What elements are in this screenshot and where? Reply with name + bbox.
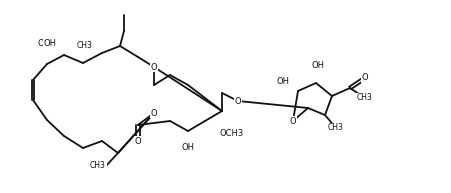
Text: O: O — [151, 63, 157, 71]
Text: O: O — [135, 136, 141, 146]
Text: O: O — [235, 96, 241, 106]
Text: OH: OH — [37, 38, 50, 47]
Text: OH: OH — [43, 38, 56, 47]
Text: O: O — [151, 108, 157, 118]
Text: OH: OH — [276, 76, 290, 85]
Text: CH3: CH3 — [357, 93, 373, 102]
Text: OCH3: OCH3 — [220, 129, 244, 137]
Text: CH3: CH3 — [77, 41, 93, 51]
Text: O: O — [290, 117, 296, 125]
Text: OH: OH — [181, 142, 194, 152]
Text: CH3: CH3 — [328, 124, 344, 133]
Text: OH: OH — [312, 62, 325, 70]
Text: O: O — [362, 74, 368, 82]
Text: CH3: CH3 — [90, 162, 106, 170]
